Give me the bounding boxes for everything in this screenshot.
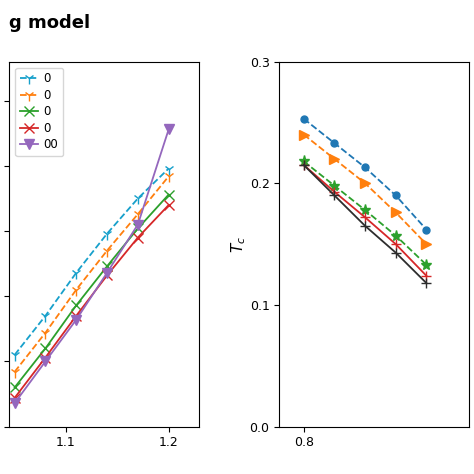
Line: 00: 00 [10,125,173,408]
0 [43,355,48,360]
0 [166,202,172,208]
0 [135,235,141,240]
00 [166,127,172,132]
0 [12,352,18,358]
0 [43,313,48,319]
Line: 0: 0 [9,163,174,360]
0 [104,264,110,269]
Y-axis label: $T_c$: $T_c$ [229,236,248,253]
0 [135,226,141,231]
Line: 0: 0 [10,200,173,403]
0 [104,248,110,254]
0 [73,302,79,308]
0 [73,287,79,292]
0 [73,270,79,276]
00 [73,317,79,323]
00 [135,222,141,228]
0 [104,273,110,278]
00 [43,359,48,365]
0 [12,395,18,401]
0 [166,173,172,179]
0 [166,166,172,172]
0 [12,385,18,391]
0 [135,196,141,201]
0 [104,231,110,237]
00 [104,270,110,276]
Legend: 0, 0, 0, 0, 00: 0, 0, 0, 0, 00 [15,67,63,156]
0 [135,211,141,217]
Line: 0: 0 [10,190,173,392]
0 [73,313,79,319]
0 [166,192,172,198]
Text: g model: g model [9,14,91,32]
Line: 0: 0 [9,171,174,377]
00 [12,400,18,406]
0 [43,346,48,351]
0 [43,330,48,336]
0 [12,369,18,374]
